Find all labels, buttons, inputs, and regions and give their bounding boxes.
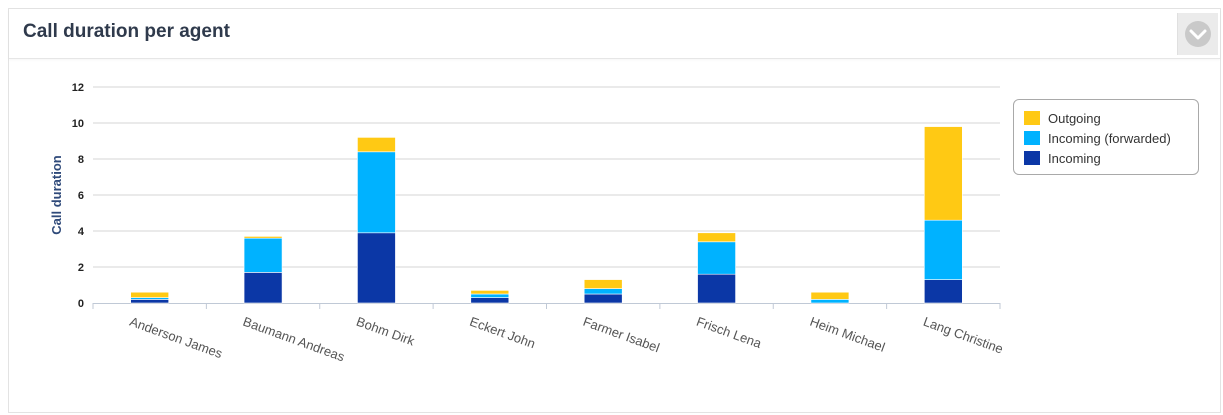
bar-segment bbox=[583, 288, 623, 295]
legend-swatch bbox=[1024, 151, 1040, 165]
bar-segment bbox=[357, 137, 396, 153]
legend-label: Outgoing bbox=[1048, 110, 1101, 126]
bar-segment bbox=[470, 290, 510, 295]
bar-segment bbox=[583, 279, 623, 289]
legend-item[interactable]: Incoming (forwarded) bbox=[1024, 128, 1198, 148]
x-tick-label: Eckert John bbox=[468, 314, 538, 352]
chart-legend: Outgoing Incoming (forwarded) Incoming bbox=[1013, 99, 1199, 175]
legend-swatch bbox=[1024, 111, 1040, 125]
bar-segment bbox=[697, 241, 736, 275]
bar-segment bbox=[470, 293, 510, 298]
bar-segment bbox=[583, 293, 623, 304]
x-tick-label: Bohm Dirk bbox=[354, 314, 417, 349]
bar-segment bbox=[243, 237, 283, 273]
chart-panel: Call duration per agent bbox=[8, 8, 1221, 413]
legend-swatch bbox=[1024, 131, 1040, 145]
y-tick-label: 2 bbox=[78, 262, 84, 274]
x-tick-label: Farmer Isabel bbox=[581, 314, 662, 356]
bar-segment bbox=[697, 273, 736, 304]
bar-segment bbox=[697, 232, 736, 243]
x-tick-label: Heim Michael bbox=[808, 314, 887, 355]
bar-segment bbox=[243, 236, 283, 239]
collapse-button[interactable] bbox=[1177, 13, 1218, 55]
legend-label: Incoming (forwarded) bbox=[1048, 130, 1171, 146]
y-tick-label: 10 bbox=[72, 118, 84, 130]
legend-item[interactable]: Incoming bbox=[1024, 148, 1198, 168]
y-tick-label: 12 bbox=[72, 82, 84, 94]
x-tick-label: Anderson James bbox=[128, 314, 225, 362]
panel-title: Call duration per agent bbox=[23, 21, 230, 42]
x-tick-label: Baumann Andreas bbox=[241, 314, 347, 365]
y-tick-label: 6 bbox=[78, 190, 84, 202]
bar-segment bbox=[470, 297, 510, 304]
bar-segment bbox=[924, 279, 963, 304]
y-tick-label: 8 bbox=[78, 154, 84, 166]
bar-segment bbox=[357, 151, 396, 234]
y-axis-title: Call duration bbox=[49, 155, 64, 235]
bar-segment bbox=[924, 126, 963, 221]
y-tick-label: 4 bbox=[78, 226, 85, 238]
legend-label: Incoming bbox=[1048, 150, 1101, 166]
bar-segment bbox=[130, 299, 169, 304]
x-tick-label: Lang Christine bbox=[921, 314, 1005, 357]
bar-segment bbox=[924, 219, 963, 280]
x-tick-label: Frisch Lena bbox=[695, 314, 765, 352]
legend-item[interactable]: Outgoing bbox=[1024, 108, 1198, 128]
bar-segment bbox=[130, 291, 169, 298]
bar-segment bbox=[357, 232, 396, 304]
bar-segment bbox=[243, 272, 283, 304]
chevron-down-icon bbox=[1185, 21, 1211, 47]
bar-segment bbox=[810, 299, 850, 304]
y-tick-label: 0 bbox=[78, 298, 84, 310]
panel-header: Call duration per agent bbox=[9, 9, 1220, 59]
bar-segment bbox=[810, 291, 850, 300]
